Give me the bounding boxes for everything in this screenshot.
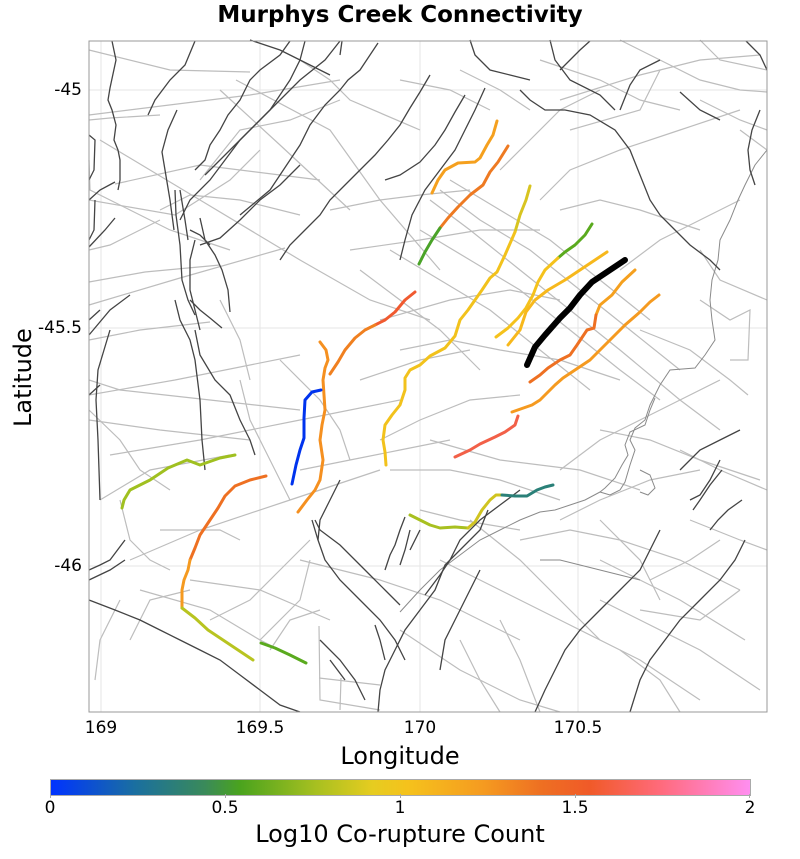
fault-orange-central-2 — [296, 340, 330, 514]
colorbar-ticks — [50, 794, 750, 798]
y-tick-label: -46 — [54, 556, 82, 576]
fault-orange-central — [328, 323, 377, 376]
x-tick-label: 169.5 — [235, 718, 285, 738]
fault-yellow-orange-east — [506, 250, 609, 347]
fault-yellowgreen-south — [408, 513, 470, 530]
fault-orange-top-1 — [430, 119, 499, 195]
fault-orange-top-2 — [438, 144, 510, 230]
background-faults-dark — [88, 39, 768, 713]
colorbar-tick-label: 0 — [44, 798, 56, 818]
fault-teal-south — [500, 483, 555, 498]
colorbar-tick-label: 1 — [394, 798, 406, 818]
fault-orange-east-3 — [510, 293, 661, 414]
fault-yellowgreen-sw — [180, 606, 255, 662]
colorbar-tick-label: 2 — [744, 798, 756, 818]
x-tick-label: 170.5 — [553, 718, 603, 738]
background-faults-gray — [88, 39, 768, 713]
fault-green-east — [556, 222, 594, 260]
colorbar-tick-label: 1.5 — [561, 798, 589, 818]
fault-yellow-east — [494, 256, 560, 339]
fault-orange-west-b — [180, 558, 192, 610]
chart-title: Murphys Creek Connectivity — [217, 2, 583, 28]
x-axis-label: Longitude — [340, 742, 460, 770]
y-axis-label: Latitude — [9, 328, 37, 427]
plot-frame — [88, 40, 768, 713]
fault-orange-east-2 — [594, 268, 637, 317]
fault-orange-east-2b — [528, 313, 598, 384]
x-tick-label: 169 — [84, 718, 118, 738]
fault-yellow-center-b — [381, 230, 517, 467]
x-tick-label: 170 — [403, 718, 437, 738]
fault-red-central — [373, 290, 417, 327]
fault-yellow-center — [513, 184, 532, 234]
y-tick-label: -45.5 — [38, 318, 82, 338]
fault-green-top — [417, 226, 442, 266]
fault-green-sw — [259, 641, 308, 665]
connected-faults — [120, 119, 661, 665]
fault-red-salmon — [453, 414, 520, 459]
fault-yellowgreen-west — [120, 453, 237, 510]
fault-yellow-south — [466, 493, 504, 530]
gridlines — [89, 41, 767, 712]
fault-blue — [290, 388, 323, 486]
colorbar-label: Log10 Co-rupture Count — [255, 820, 545, 848]
fault-orange-west — [188, 474, 268, 562]
fault-murphys-creek — [524, 257, 628, 368]
coastline — [399, 149, 768, 613]
colorbar-tick-label: 0.5 — [211, 798, 239, 818]
y-tick-label: -45 — [54, 80, 82, 100]
